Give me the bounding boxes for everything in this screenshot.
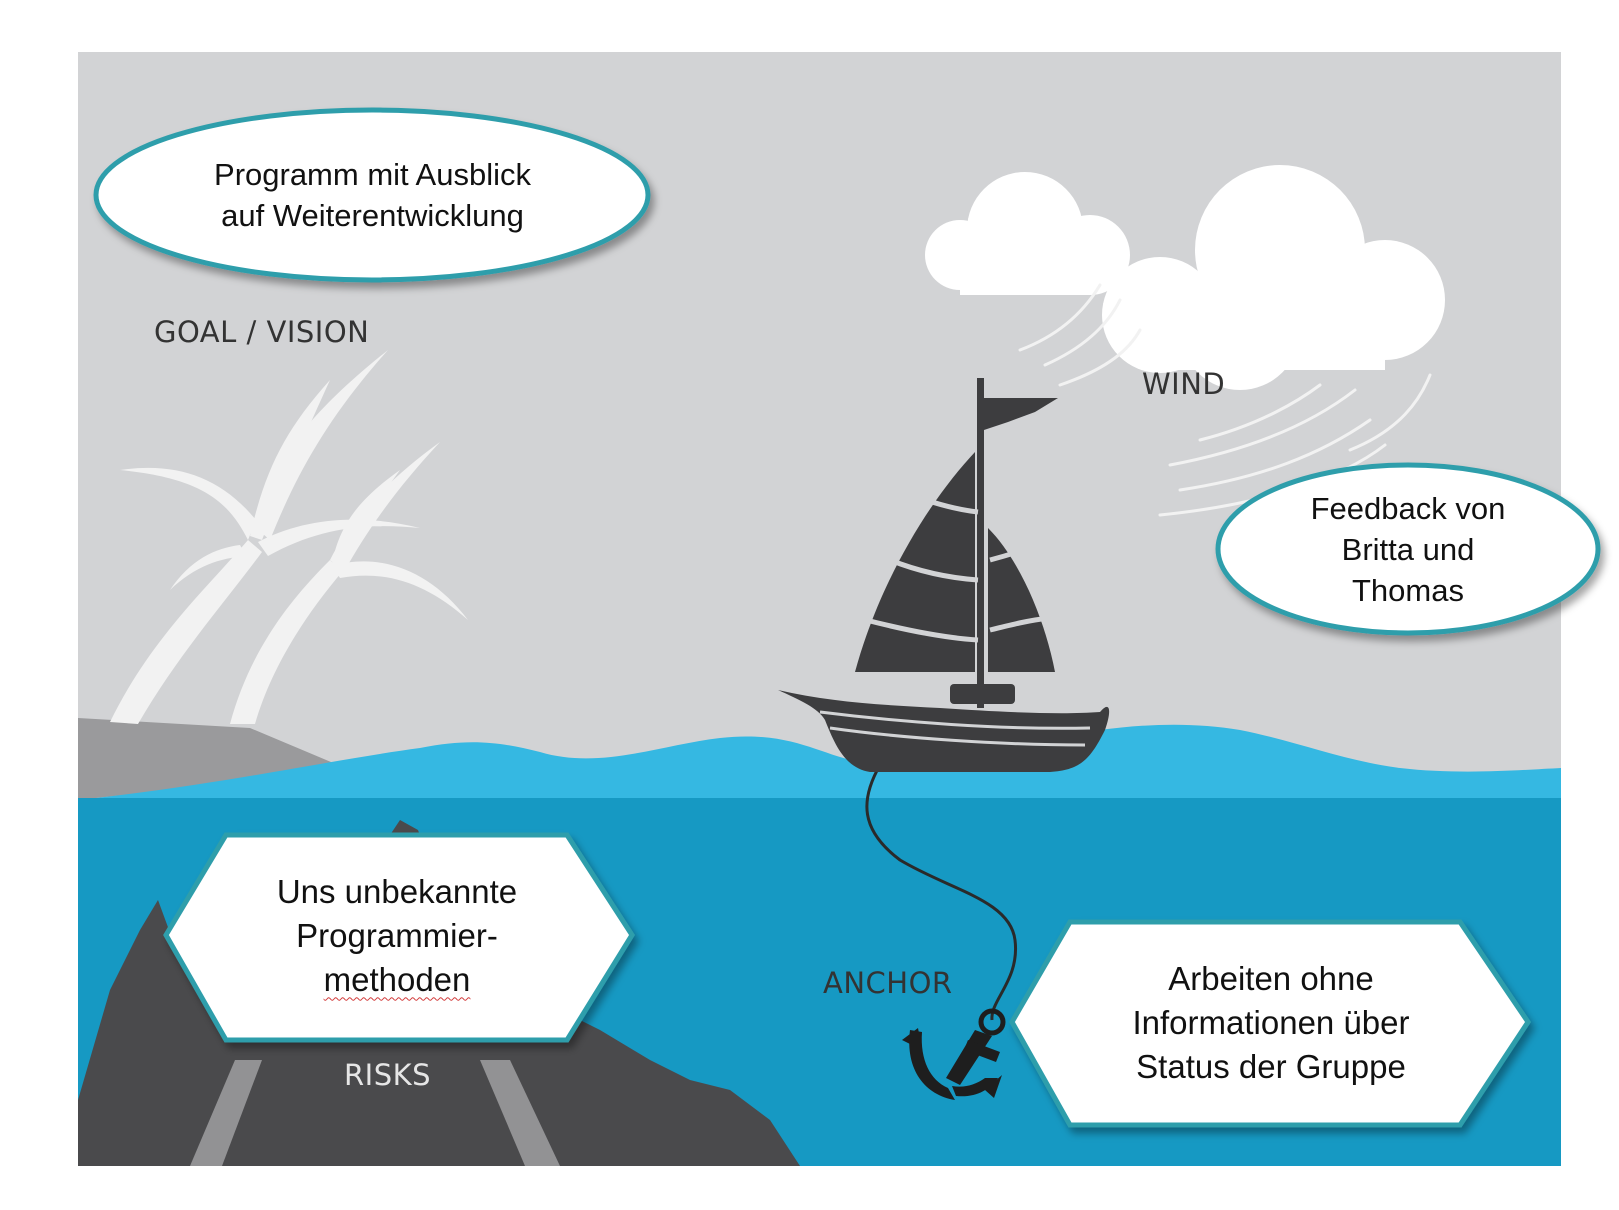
anchor-callout-shape (1009, 919, 1532, 1128)
sailboat-icon (778, 378, 1110, 772)
risks-label: RISKS (344, 1058, 432, 1092)
anchor-rope (865, 764, 1018, 1021)
wind-callout-shape (1215, 462, 1601, 636)
goal-callout-line: Programm mit Ausblick (214, 157, 531, 192)
anchor-icon (902, 1008, 1006, 1100)
wind-callout-line: Feedback von (1310, 490, 1506, 526)
risks-callout-line: methoden (323, 960, 471, 998)
goal-vision-label: GOAL / VISION (154, 315, 370, 349)
wind-callout-line: Britta und (1341, 531, 1475, 567)
goal-callout-text: Programm mit Ausblick auf Weiterentwickl… (120, 145, 625, 245)
goal-callout-shape (93, 107, 651, 283)
goal-callout-line: auf Weiterentwicklung (221, 198, 524, 233)
anchor-callout-line: Arbeiten ohne (1168, 959, 1374, 997)
wind-callout-text: Feedback von Britta und Thomas (1240, 486, 1576, 612)
wind-label: WIND (1142, 367, 1226, 401)
risks-callout-text: Uns unbekannte Programmier- methoden (200, 868, 594, 1003)
risks-callout-line: Programmier- (296, 916, 498, 954)
shore-land (78, 718, 350, 800)
risks-callout-line: Uns unbekannte (276, 872, 518, 910)
palm-trees-icon (110, 350, 468, 724)
anchor-callout-line: Status der Gruppe (1136, 1047, 1406, 1085)
surface-water (78, 724, 1561, 800)
clouds-icon (925, 165, 1445, 390)
wind-callout-line: Thomas (1352, 572, 1464, 608)
anchor-callout-text: Arbeiten ohne Informationen über Status … (1050, 955, 1492, 1090)
risks-callout-shape (163, 832, 635, 1043)
anchor-callout-line: Informationen über (1132, 1003, 1410, 1041)
anchor-label: ANCHOR (823, 966, 953, 1000)
